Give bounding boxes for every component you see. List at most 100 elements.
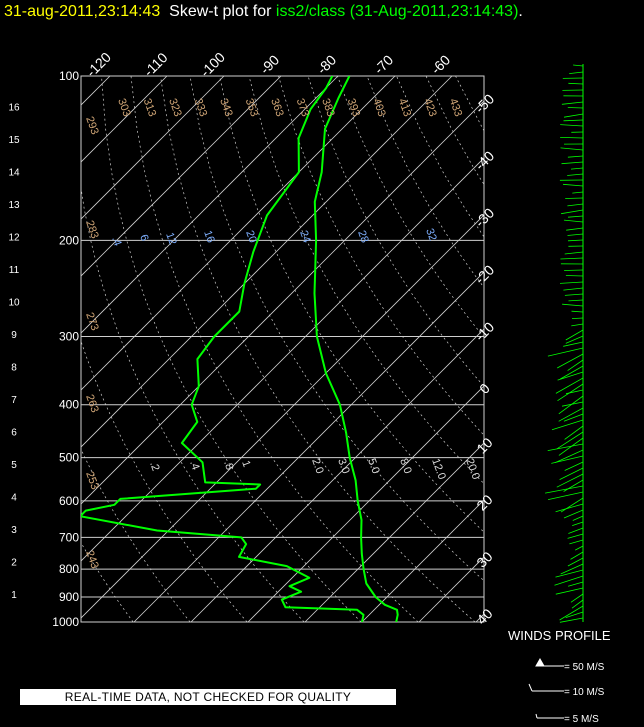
wind-barb [563, 287, 584, 291]
wind-barb [561, 209, 584, 215]
isotherm-line [361, 499, 484, 622]
mixing-ratio-label: 16 [201, 229, 216, 245]
isotherm-line [81, 76, 339, 334]
isotherm-line [81, 76, 282, 277]
wind-barb [547, 347, 584, 357]
wind-barb [565, 329, 584, 341]
barb-legend-5-label: = 5 M/S [564, 714, 599, 725]
wind-barb [564, 293, 584, 296]
mixing-ratio-label: 2.0 [309, 457, 326, 475]
wind-barb [563, 341, 584, 347]
height-tick-label: 13 [8, 200, 20, 211]
isotherm-line [304, 442, 484, 622]
dry-adiabat-line [544, 76, 644, 622]
wind-barb [571, 323, 584, 327]
wind-barb [555, 377, 584, 394]
height-tick-label: 1 [11, 590, 17, 601]
dry-adiabat-label: 393 [345, 97, 363, 118]
mixing-ratio-label: 8.0 [397, 457, 414, 475]
wind-barb [558, 407, 584, 422]
height-tick-label: 4 [11, 493, 17, 504]
wind-barb [567, 173, 584, 176]
wind-barb [559, 605, 584, 621]
wind-barb [572, 521, 584, 526]
dry-adiabat-label: 263 [83, 393, 101, 414]
wind-barb [562, 183, 584, 187]
winds-profile [545, 64, 584, 623]
mixing-ratio-label: .4 [109, 235, 123, 248]
isotherm-label: 30 [473, 548, 495, 570]
wind-barb [568, 82, 584, 85]
wind-barb [555, 587, 584, 595]
wind-barb [561, 401, 584, 407]
dry-adiabat-label: 353 [243, 97, 261, 118]
wind-barb [547, 443, 584, 451]
wind-barb [567, 215, 584, 218]
wind-barb [557, 353, 584, 369]
wind-barb [567, 359, 584, 371]
isotherm-line [81, 100, 484, 505]
wind-barb [563, 509, 584, 519]
wind-barb [560, 563, 584, 575]
mixing-ratio-label: 12 [163, 231, 178, 247]
wind-barb [560, 137, 584, 139]
isotherm-label: -120 [83, 49, 114, 80]
isotherm-label: -60 [428, 52, 454, 78]
wind-barb [555, 503, 584, 513]
height-tick-label: 12 [8, 233, 20, 244]
wind-barb [557, 383, 584, 402]
wind-barb [559, 281, 584, 284]
height-tick-label: 9 [11, 330, 17, 341]
wind-barb [567, 581, 584, 587]
isotherm-line [190, 328, 484, 622]
wind-barb [567, 239, 584, 242]
wind-barb [558, 437, 584, 456]
dry-adiabat-line [396, 76, 484, 238]
wind-barb [555, 449, 584, 463]
dry-adiabat-label: 403 [370, 97, 388, 118]
dry-adiabat-label: 363 [268, 97, 286, 118]
isotherm-label: -30 [472, 205, 498, 231]
pressure-tick-label: 900 [59, 590, 79, 604]
isotherm-label: 10 [473, 434, 495, 456]
wind-barb [571, 317, 584, 319]
pressure-tick-label: 600 [59, 494, 79, 508]
dry-adiabat-line [81, 185, 305, 622]
wind-barb [567, 107, 584, 109]
dry-adiabat-label: 423 [421, 97, 439, 118]
dry-adiabat-label: 323 [166, 97, 184, 118]
wind-barb [567, 233, 584, 236]
pressure-tick-label: 800 [59, 562, 79, 576]
wind-barb [567, 557, 584, 567]
height-tick-label: 3 [11, 525, 17, 536]
barb-legend-5-feather [535, 713, 538, 719]
wind-barb [572, 191, 584, 194]
wind-barb [566, 227, 584, 231]
mixing-ratio-label: 12.0 [429, 457, 448, 481]
mixing-ratio-label: 32 [423, 227, 438, 243]
wind-barb [556, 431, 584, 450]
wind-barb [565, 611, 584, 618]
wind-barb [564, 269, 584, 271]
dry-adiabat-line [485, 76, 644, 622]
dry-adiabat-line [425, 76, 484, 185]
mixing-ratio-label: 1 [239, 459, 252, 469]
wind-barb [567, 155, 584, 158]
wind-barb [560, 147, 584, 151]
dry-adiabat-label: 293 [83, 115, 101, 136]
wind-barb [559, 617, 584, 623]
pressure-tick-label: 200 [59, 233, 79, 247]
dry-adiabat-label: 253 [83, 470, 101, 491]
dry-adiabat-label: 413 [396, 97, 414, 118]
dry-adiabat-label: 383 [319, 97, 337, 118]
isotherm-label: -50 [472, 91, 498, 117]
wind-barb [561, 161, 584, 165]
wind-barb [564, 461, 584, 471]
pressure-tick-label: 100 [59, 69, 79, 83]
isotherm-label: 40 [473, 605, 495, 627]
dry-adiabat-label: 303 [115, 97, 133, 118]
wind-barb [555, 569, 584, 578]
dry-adiabat-label: 243 [83, 549, 101, 570]
height-tick-label: 6 [11, 428, 17, 439]
